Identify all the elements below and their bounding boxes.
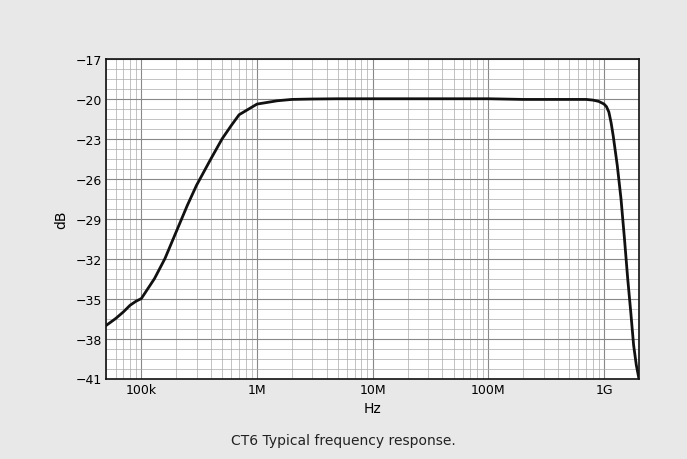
Y-axis label: dB: dB bbox=[54, 210, 68, 229]
X-axis label: Hz: Hz bbox=[364, 401, 381, 414]
Text: CT6 Typical frequency response.: CT6 Typical frequency response. bbox=[231, 434, 456, 448]
